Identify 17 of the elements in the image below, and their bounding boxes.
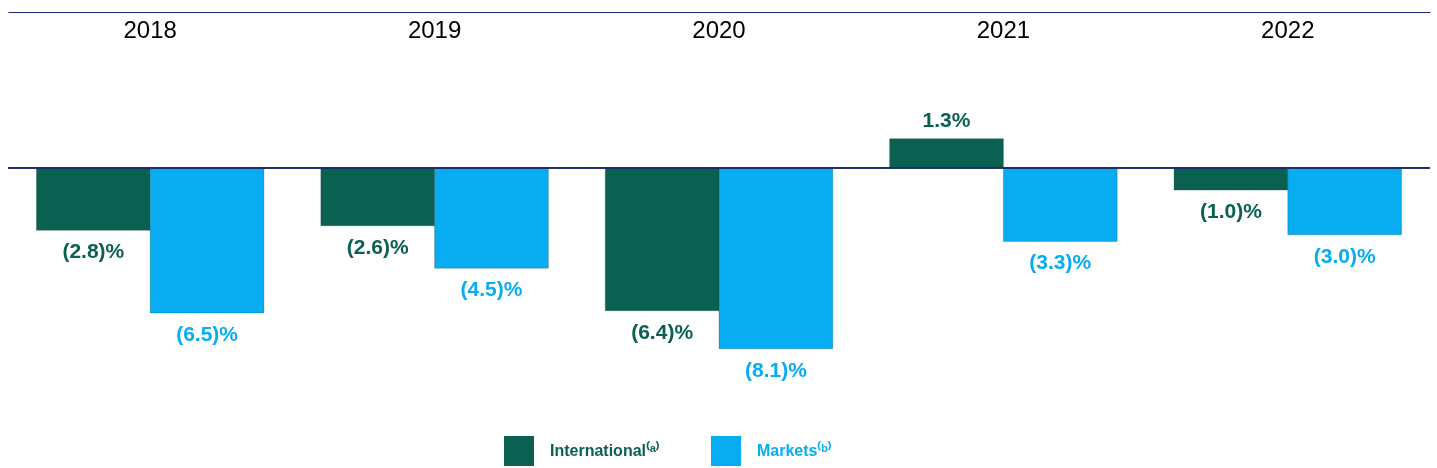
x-tick-label: 2021 <box>976 15 1031 43</box>
x-tick-label: 2022 <box>1261 15 1315 43</box>
data-label: 1.3% <box>922 107 971 131</box>
data-label: (3.3)% <box>1029 250 1092 274</box>
data-label: (6.5)% <box>176 321 239 345</box>
data-label: (2.6)% <box>346 234 409 258</box>
data-label: (2.8)% <box>62 239 125 263</box>
legend-label: Markets⁽ᵇ⁾ <box>757 441 832 459</box>
data-label: (6.4)% <box>631 319 694 343</box>
x-tick-label: 2018 <box>123 15 177 43</box>
data-label: (1.0)% <box>1199 199 1263 223</box>
data-label: (4.5)% <box>460 277 523 301</box>
legend-label: International⁽ᵃ⁾ <box>550 441 661 459</box>
x-tick-label: 2020 <box>692 15 746 43</box>
data-label: (8.1)% <box>744 357 808 381</box>
x-tick-label: 2019 <box>407 15 462 43</box>
data-label: (3.0)% <box>1313 243 1376 267</box>
